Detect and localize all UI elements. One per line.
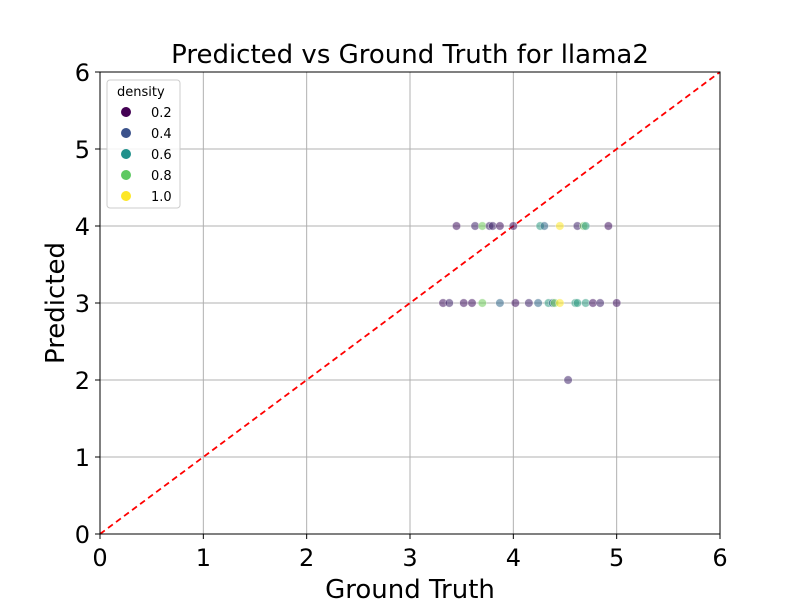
legend-title: density [117,85,165,100]
y-tick-label: 5 [75,136,90,164]
data-point [595,298,605,308]
x-tick-label: 0 [92,544,107,572]
legend-label: 0.4 [151,127,172,142]
chart-title: Predicted vs Ground Truth for llama2 [171,40,649,70]
data-point [603,221,613,231]
data-point [524,298,534,308]
data-point [451,221,461,231]
legend-marker [121,191,131,201]
x-ticks: 0 1 2 3 4 5 6 [92,534,728,572]
legend-marker [121,107,131,117]
y-tick-label: 2 [75,367,90,395]
data-point [539,221,549,231]
data-point [533,298,543,308]
y-tick-label: 4 [75,213,90,241]
x-tick-label: 6 [712,544,727,572]
data-point [572,298,582,308]
data-point [581,221,591,231]
x-tick-label: 1 [196,544,211,572]
legend-label: 0.2 [151,106,172,121]
data-point [612,298,622,308]
y-axis-label: Predicted [41,242,71,364]
identity-reference-line [99,71,721,535]
legend-marker [121,170,131,180]
legend-marker [121,149,131,159]
legend-label: 0.8 [151,169,172,184]
data-point [495,221,505,231]
data-point [467,298,477,308]
y-tick-label: 1 [75,444,90,472]
reference-line-group [99,71,721,535]
legend-label: 0.6 [151,148,172,163]
y-ticks: 0 1 2 3 4 5 6 [75,59,100,549]
x-tick-label: 4 [506,544,521,572]
data-point [555,298,565,308]
legend: density 0.2 0.4 0.6 0.8 1.0 [106,79,181,209]
data-point [510,298,520,308]
data-point [495,298,505,308]
legend-marker [121,128,131,138]
x-axis-label: Ground Truth [325,575,495,600]
y-tick-label: 3 [75,290,90,318]
x-tick-label: 2 [299,544,314,572]
data-point [508,221,518,231]
y-tick-label: 6 [75,59,90,87]
data-point [563,375,573,385]
data-point [555,221,565,231]
x-tick-label: 3 [402,544,417,572]
data-point [444,298,454,308]
data-point [477,298,487,308]
data-points [438,221,622,385]
data-point [459,298,469,308]
y-tick-label: 0 [75,521,90,549]
legend-label: 1.0 [151,190,172,205]
x-tick-label: 5 [609,544,624,572]
